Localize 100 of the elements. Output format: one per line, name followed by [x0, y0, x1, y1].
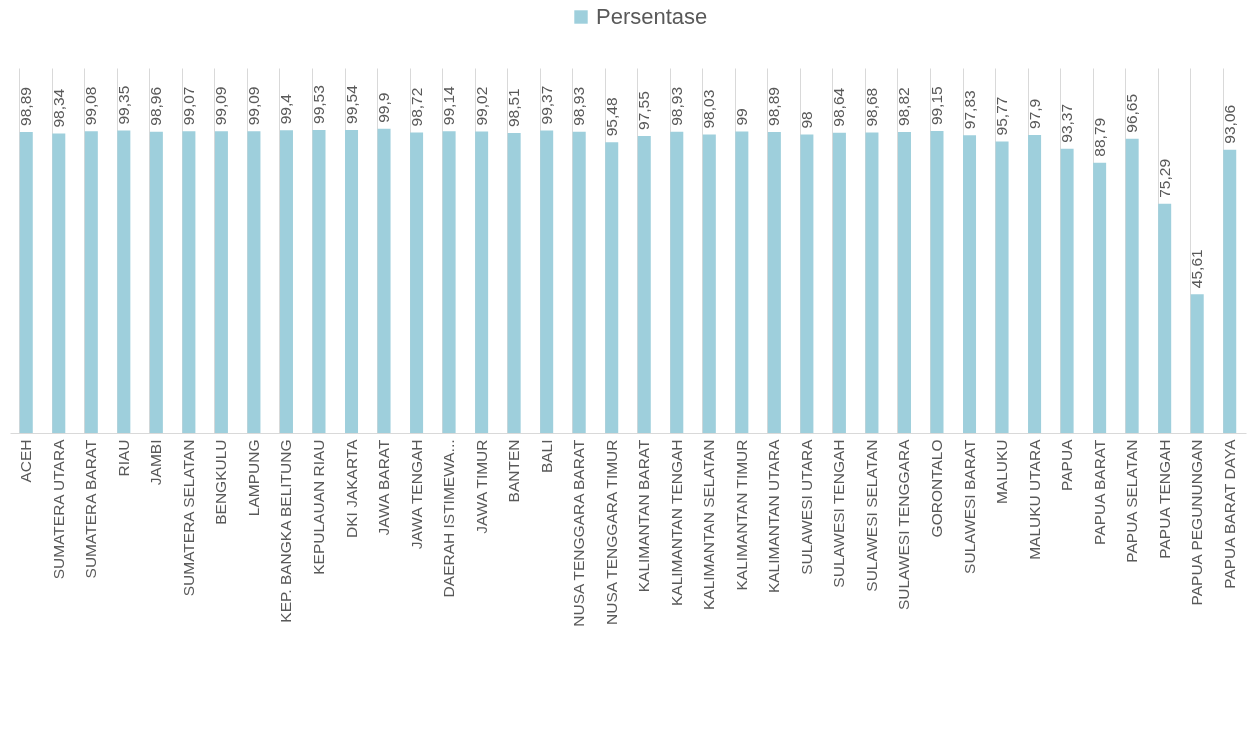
x-tick-label: MALUKU: [993, 439, 1011, 505]
bar: [149, 131, 163, 433]
bar: [637, 135, 651, 433]
data-label: 99,9: [375, 92, 393, 123]
x-tick-label: SULAWESI TENGGARA: [895, 438, 913, 611]
x-tick-label: BANTEN: [505, 439, 523, 503]
data-label: 98,89: [765, 87, 783, 126]
x-tick-label: PAPUA PEGUNUNGAN: [1188, 439, 1206, 606]
data-label: 99,09: [244, 86, 262, 126]
bar: [19, 131, 33, 433]
data-label: 93,37: [1058, 103, 1076, 143]
x-tick-label: PAPUA: [1058, 438, 1076, 491]
bar: [377, 128, 391, 433]
x-tick-label: KALIMANTAN BARAT: [635, 438, 653, 593]
x-tick-label: KALIMANTAN TIMUR: [732, 439, 750, 591]
bar: [670, 131, 684, 433]
x-tick-label: KEP. BANGKA BELITUNG: [277, 439, 295, 623]
x-tick-label: DAERAH ISTIMEWA...: [440, 439, 458, 598]
x-tick-label: JAWA TENGAH: [407, 439, 425, 550]
bar: [475, 131, 489, 433]
bar: [572, 131, 586, 433]
bar: [930, 131, 944, 433]
bar: [182, 131, 196, 433]
data-label: 98,03: [700, 89, 718, 129]
data-label: 99,14: [440, 85, 458, 126]
x-tick-label: PAPUA SELATAN: [1123, 439, 1141, 563]
data-label: 99,53: [310, 85, 327, 124]
data-label: 98,34: [49, 88, 67, 128]
data-label: 98,64: [830, 87, 848, 127]
x-tick-label: JAMBI: [147, 439, 165, 486]
bar: [800, 134, 814, 433]
x-tick-label: KEPULAUAN RIAU: [310, 439, 327, 575]
x-tick-label: JAWA TIMUR: [472, 439, 490, 534]
data-label: 95,48: [602, 97, 620, 137]
data-label: 97,9: [1025, 98, 1043, 129]
bar: [507, 133, 521, 433]
bar: [995, 141, 1009, 433]
x-tick-label: SULAWESI UTARA: [797, 438, 815, 575]
x-tick-label: ACEH: [17, 439, 35, 483]
bar: [214, 131, 228, 433]
data-label: 93,06: [1220, 104, 1238, 144]
x-tick-label: PAPUA BARAT: [1090, 438, 1108, 545]
data-label: 98,68: [862, 87, 880, 127]
data-label: 45,61: [1188, 249, 1206, 289]
data-label: 99,37: [537, 85, 555, 125]
data-label: 95,77: [993, 96, 1011, 136]
bar: [735, 131, 749, 433]
bar: [84, 131, 98, 433]
bar: [702, 134, 716, 433]
x-tick-label: JAWA BARAT: [375, 438, 393, 536]
x-tick-label: PAPUA BARAT DAYA: [1220, 438, 1238, 589]
bar: [117, 130, 131, 433]
x-tick-label: SULAWESI TENGAH: [830, 439, 848, 588]
bar: [410, 132, 424, 433]
data-label: 99,07: [179, 86, 197, 126]
data-label: 98,72: [407, 87, 425, 127]
x-tick-label: RIAU: [114, 439, 132, 477]
data-label: 99,35: [114, 85, 132, 125]
data-label: 98,93: [570, 86, 588, 126]
x-tick-label: NUSA TENGGARA TIMUR: [602, 439, 620, 625]
bar: [442, 131, 456, 433]
x-tick-label: KALIMANTAN UTARA: [765, 438, 783, 594]
x-tick-label: NUSA TENGGARA BARAT: [570, 438, 588, 627]
x-tick-label: KALIMANTAN TENGAH: [667, 439, 685, 607]
data-label: 99,08: [82, 86, 100, 126]
bar: [832, 132, 846, 433]
bar: [52, 133, 66, 433]
x-tick-label: SULAWESI SELATAN: [862, 439, 880, 592]
data-label: 75,29: [1155, 158, 1173, 198]
data-label: 99,4: [277, 93, 295, 125]
bar: [279, 130, 293, 433]
x-tick-label: PAPUA TENGAH: [1155, 439, 1173, 559]
data-label: 99,02: [472, 86, 490, 126]
x-tick-label: BALI: [537, 439, 555, 474]
data-label: 88,79: [1090, 117, 1108, 157]
bar: [540, 130, 554, 433]
x-tick-label: MALUKU UTARA: [1025, 438, 1043, 560]
bar: [1223, 149, 1237, 433]
bar: [605, 142, 619, 433]
x-tick-label: BENGKULU: [212, 439, 230, 525]
bar: [865, 132, 879, 433]
x-tick-label: SUMATERA SELATAN: [179, 439, 197, 597]
data-label: 96,65: [1123, 93, 1141, 133]
data-label: 97,83: [960, 90, 978, 130]
bar: [1125, 138, 1139, 433]
bar: [963, 135, 977, 433]
bar: [345, 129, 359, 433]
x-tick-label: KALIMANTAN SELATAN: [700, 439, 718, 611]
bar: [247, 131, 261, 433]
x-tick-label: SUMATERA UTARA: [49, 438, 67, 580]
data-label: 98,82: [895, 87, 913, 127]
data-label: 99: [732, 108, 750, 126]
bar: [1028, 134, 1042, 433]
bar: [897, 132, 911, 433]
data-label: 98,51: [505, 88, 523, 128]
bar: [1093, 162, 1107, 433]
data-label: 98,89: [17, 87, 35, 126]
x-tick-label: SULAWESI BARAT: [960, 438, 978, 574]
data-label: 99,54: [342, 84, 360, 124]
data-label: 98,96: [147, 86, 165, 126]
